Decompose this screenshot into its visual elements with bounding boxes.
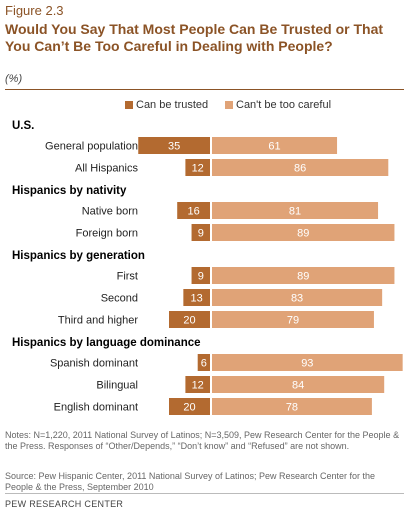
value-label-careful-spanish-dominant: 93 [301, 358, 313, 370]
bar-trusted-bilingual [185, 376, 210, 393]
section-label-hispanics-by-generation: Hispanics by generation [12, 250, 145, 262]
bar-careful-foreign-born [212, 224, 395, 241]
category-label-spanish-dominant: Spanish dominant [50, 358, 138, 370]
section-label-hispanics-by-nativity: Hispanics by nativity [12, 185, 127, 197]
category-label-foreign-born: Foreign born [76, 228, 138, 240]
top-divider [5, 89, 404, 90]
bar-trusted-third-and-higher [169, 311, 210, 328]
chart-notes: Notes: N=1,220, 2011 National Survey of … [5, 430, 400, 451]
bar-careful-english-dominant [212, 398, 372, 415]
figure-label: Figure 2.3 [5, 3, 64, 18]
bar-trusted-first [191, 267, 210, 284]
value-label-trusted-third-and-higher: 20 [183, 315, 195, 327]
bar-trusted-english-dominant [169, 398, 210, 415]
organization-label: PEW RESEARCH CENTER [5, 499, 124, 509]
bar-trusted-all-hispanics [185, 159, 210, 176]
section-label-u-s: U.S. [12, 120, 34, 132]
category-label-first: First [117, 271, 138, 283]
value-label-trusted-second: 13 [191, 293, 203, 305]
bar-careful-second [212, 289, 383, 306]
category-label-third-and-higher: Third and higher [58, 315, 138, 327]
category-label-english-dominant: English dominant [54, 402, 138, 414]
legend-swatch-careful [225, 101, 233, 110]
value-label-trusted-general-population: 35 [168, 141, 180, 153]
chart-plot-area: U.S. General population 35 61 All Hispanics 1… [12, 120, 403, 415]
bar-careful-third-and-higher [212, 311, 374, 328]
section-label-hispanics-by-language-dominance: Hispanics by language dominance [12, 337, 201, 349]
chart-title: Would You Say That Most People Can Be Tr… [5, 21, 384, 54]
chart-source: Source: Pew Hispanic Center, 2011 Nation… [5, 471, 376, 492]
bar-trusted-foreign-born [191, 224, 210, 241]
category-label-general-population: General population [45, 141, 138, 153]
category-label-bilingual: Bilingual [96, 380, 138, 392]
bar-careful-general-population [212, 137, 338, 154]
value-label-trusted-spanish-dominant: 6 [201, 358, 207, 370]
value-label-trusted-english-dominant: 20 [183, 402, 195, 414]
bar-careful-first [212, 267, 395, 284]
value-label-careful-third-and-higher: 79 [287, 315, 299, 327]
bar-careful-all-hispanics [212, 159, 389, 176]
legend-item-trusted: Can be trusted [125, 99, 208, 113]
category-label-all-hispanics: All Hispanics [75, 163, 138, 175]
value-label-careful-foreign-born: 89 [297, 228, 309, 240]
bar-careful-native-born [212, 202, 379, 219]
bar-careful-spanish-dominant [212, 354, 403, 371]
value-label-careful-first: 89 [297, 271, 309, 283]
unit-label: (%) [5, 73, 23, 85]
value-label-trusted-bilingual: 12 [192, 380, 204, 392]
value-label-careful-general-population: 61 [268, 141, 280, 153]
bar-careful-bilingual [212, 376, 385, 393]
category-label-second: Second [101, 293, 138, 305]
bar-trusted-spanish-dominant [197, 354, 210, 371]
value-label-trusted-foreign-born: 9 [198, 228, 204, 240]
legend-swatch-trusted [125, 101, 133, 110]
value-label-careful-english-dominant: 78 [286, 402, 298, 414]
value-label-trusted-native-born: 16 [187, 206, 199, 218]
bar-trusted-native-born [177, 202, 210, 219]
legend-label-trusted: Can be trusted [136, 99, 209, 111]
value-label-careful-bilingual: 84 [292, 380, 304, 392]
value-label-careful-all-hispanics: 86 [294, 163, 306, 175]
bar-trusted-general-population [138, 137, 210, 154]
bar-trusted-second [183, 289, 210, 306]
value-label-trusted-first: 9 [198, 271, 204, 283]
value-label-careful-native-born: 81 [289, 206, 301, 218]
legend-item-careful: Can't be too careful [225, 99, 331, 113]
value-label-careful-second: 83 [291, 293, 303, 305]
value-label-trusted-all-hispanics: 12 [192, 163, 204, 175]
legend-label-careful: Can't be too careful [236, 99, 332, 111]
category-label-native-born: Native born [82, 206, 138, 218]
bottom-divider [5, 493, 404, 494]
